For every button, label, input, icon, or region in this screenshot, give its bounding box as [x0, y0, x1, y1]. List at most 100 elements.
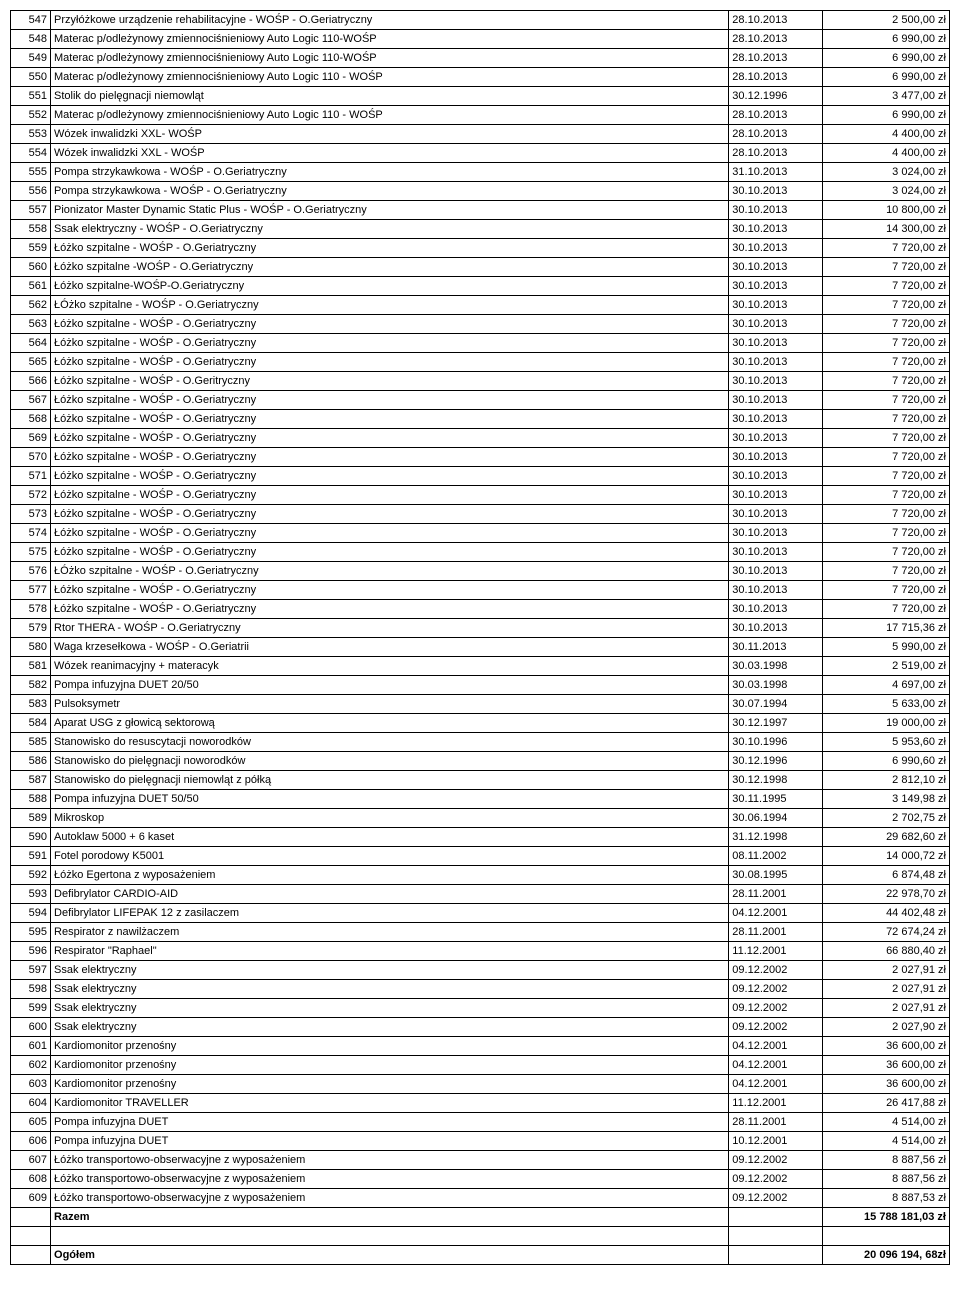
row-amount: 7 720,00 zł	[823, 315, 950, 334]
row-amount: 5 990,00 zł	[823, 638, 950, 657]
table-row: 547Przyłóżkowe urządzenie rehabilitacyjn…	[11, 11, 950, 30]
row-description: Fotel porodowy K5001	[51, 847, 729, 866]
row-date: 09.12.2002	[729, 980, 823, 999]
row-date: 30.07.1994	[729, 695, 823, 714]
row-date: 28.10.2013	[729, 106, 823, 125]
row-description: Łóżko transportowo-obserwacyjne z wyposa…	[51, 1170, 729, 1189]
table-row: 564Łóżko szpitalne - WOŚP - O.Geriatrycz…	[11, 334, 950, 353]
row-date: 31.10.2013	[729, 163, 823, 182]
row-description: ŁÓżko szpitalne - WOŚP - O.Geriatryczny	[51, 296, 729, 315]
row-description: Ssak elektryczny	[51, 980, 729, 999]
row-description: Przyłóżkowe urządzenie rehabilitacyjne -…	[51, 11, 729, 30]
row-description: Materac p/odleżynowy zmiennociśnieniowy …	[51, 30, 729, 49]
table-row: 602Kardiomonitor przenośny04.12.200136 6…	[11, 1056, 950, 1075]
row-date: 28.11.2001	[729, 923, 823, 942]
row-number: 585	[11, 733, 51, 752]
table-row: 582Pompa infuzyjna DUET 20/5030.03.19984…	[11, 676, 950, 695]
table-row: 554Wózek inwalidzki XXL - WOŚP28.10.2013…	[11, 144, 950, 163]
row-date: 11.12.2001	[729, 942, 823, 961]
table-row: 550Materac p/odleżynowy zmiennociśnienio…	[11, 68, 950, 87]
table-row: 585Stanowisko do resuscytacji noworodków…	[11, 733, 950, 752]
row-description: Pompa strzykawkowa - WOŚP - O.Geriatrycz…	[51, 182, 729, 201]
table-row: 548Materac p/odleżynowy zmiennociśnienio…	[11, 30, 950, 49]
row-description: Pompa infuzyjna DUET	[51, 1113, 729, 1132]
row-number: 576	[11, 562, 51, 581]
total-value: 20 096 194, 68zł	[823, 1246, 950, 1265]
row-date: 04.12.2001	[729, 904, 823, 923]
row-amount: 22 978,70 zł	[823, 885, 950, 904]
row-description: Stanowisko do resuscytacji noworodków	[51, 733, 729, 752]
row-date: 30.10.2013	[729, 258, 823, 277]
row-amount: 3 024,00 zł	[823, 163, 950, 182]
table-row: 571Łóżko szpitalne - WOŚP - O.Geriatrycz…	[11, 467, 950, 486]
row-description: Ssak elektryczny	[51, 999, 729, 1018]
row-description: Ssak elektryczny	[51, 1018, 729, 1037]
row-description: Materac p/odleżynowy zmiennociśnieniowy …	[51, 49, 729, 68]
subtotal-label: Razem	[51, 1208, 729, 1227]
row-description: Stanowisko do pielęgnacji niemowląt z pó…	[51, 771, 729, 790]
row-amount: 5 633,00 zł	[823, 695, 950, 714]
row-description: ŁÓżko szpitalne - WOŚP - O.Geriatryczny	[51, 562, 729, 581]
row-amount: 2 500,00 zł	[823, 11, 950, 30]
row-description: Pompa infuzyjna DUET 20/50	[51, 676, 729, 695]
table-row: 603Kardiomonitor przenośny04.12.200136 6…	[11, 1075, 950, 1094]
row-date: 28.10.2013	[729, 30, 823, 49]
row-amount: 66 880,40 zł	[823, 942, 950, 961]
table-row: 568Łóżko szpitalne - WOŚP - O.Geriatrycz…	[11, 410, 950, 429]
row-amount: 6 990,60 zł	[823, 752, 950, 771]
row-description: Pulsoksymetr	[51, 695, 729, 714]
row-number: 607	[11, 1151, 51, 1170]
table-row: 575Łóżko szpitalne - WOŚP - O.Geriatrycz…	[11, 543, 950, 562]
row-number: 564	[11, 334, 51, 353]
row-amount: 7 720,00 zł	[823, 543, 950, 562]
row-description: Kardiomonitor przenośny	[51, 1037, 729, 1056]
row-amount: 4 697,00 zł	[823, 676, 950, 695]
row-date: 28.10.2013	[729, 144, 823, 163]
row-description: Ssak elektryczny - WOŚP - O.Geriatryczny	[51, 220, 729, 239]
row-date: 30.10.2013	[729, 581, 823, 600]
row-number: 575	[11, 543, 51, 562]
row-description: Mikroskop	[51, 809, 729, 828]
row-amount: 36 600,00 zł	[823, 1075, 950, 1094]
row-date: 30.10.2013	[729, 448, 823, 467]
row-amount: 7 720,00 zł	[823, 467, 950, 486]
row-number: 557	[11, 201, 51, 220]
row-date: 30.10.2013	[729, 334, 823, 353]
row-date: 28.10.2013	[729, 49, 823, 68]
table-row: 588Pompa infuzyjna DUET 50/5030.11.19953…	[11, 790, 950, 809]
row-date: 09.12.2002	[729, 1189, 823, 1208]
row-amount: 4 400,00 zł	[823, 125, 950, 144]
row-number: 565	[11, 353, 51, 372]
table-row: 604Kardiomonitor TRAVELLER11.12.200126 4…	[11, 1094, 950, 1113]
row-number: 571	[11, 467, 51, 486]
equipment-table: 547Przyłóżkowe urządzenie rehabilitacyjn…	[10, 10, 950, 1265]
row-number: 555	[11, 163, 51, 182]
row-date: 30.10.1996	[729, 733, 823, 752]
table-row: 581Wózek reanimacyjny + materacyk30.03.1…	[11, 657, 950, 676]
row-number: 599	[11, 999, 51, 1018]
row-description: Łóżko transportowo-obserwacyjne z wyposa…	[51, 1151, 729, 1170]
row-number: 567	[11, 391, 51, 410]
table-row: 556Pompa strzykawkowa - WOŚP - O.Geriatr…	[11, 182, 950, 201]
row-number: 587	[11, 771, 51, 790]
row-date: 28.10.2013	[729, 68, 823, 87]
row-amount: 2 702,75 zł	[823, 809, 950, 828]
row-number: 603	[11, 1075, 51, 1094]
row-number: 550	[11, 68, 51, 87]
table-row: 561Łóżko szpitalne-WOŚP-O.Geriatryczny30…	[11, 277, 950, 296]
row-amount: 7 720,00 zł	[823, 391, 950, 410]
row-description: Respirator "Raphael"	[51, 942, 729, 961]
row-number: 579	[11, 619, 51, 638]
row-amount: 36 600,00 zł	[823, 1056, 950, 1075]
row-number: 608	[11, 1170, 51, 1189]
row-description: Kardiomonitor przenośny	[51, 1075, 729, 1094]
row-amount: 26 417,88 zł	[823, 1094, 950, 1113]
row-number: 558	[11, 220, 51, 239]
row-amount: 2 027,91 zł	[823, 999, 950, 1018]
table-row: 580Waga krzesełkowa - WOŚP - O.Geriatrii…	[11, 638, 950, 657]
row-number: 596	[11, 942, 51, 961]
table-row: 596Respirator "Raphael"11.12.200166 880,…	[11, 942, 950, 961]
row-number: 556	[11, 182, 51, 201]
row-date: 04.12.2001	[729, 1037, 823, 1056]
table-row: 566Łóżko szpitalne - WOŚP - O.Geritryczn…	[11, 372, 950, 391]
